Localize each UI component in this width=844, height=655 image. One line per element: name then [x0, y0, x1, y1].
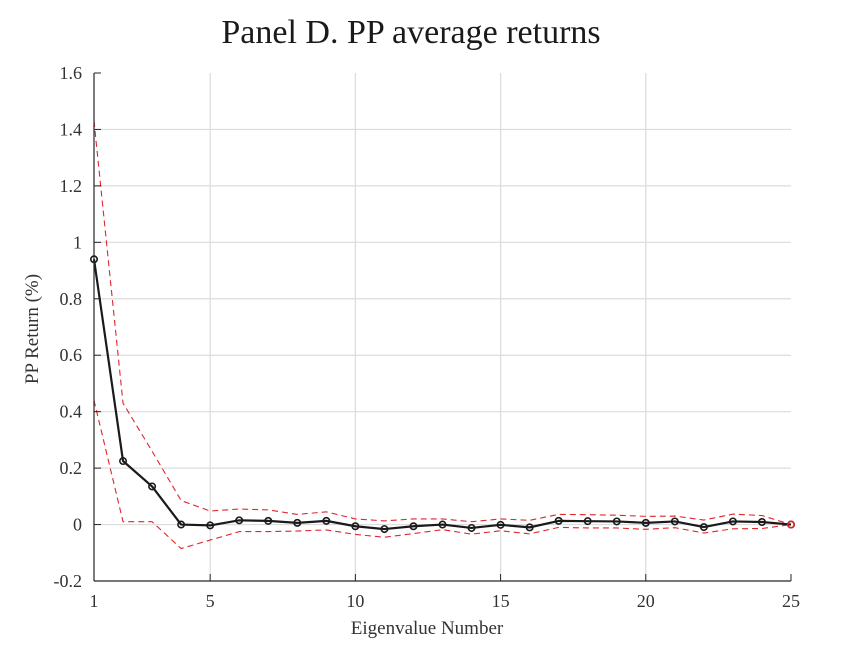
data-point-19 — [612, 517, 621, 526]
x-tick-label-10: 10 — [346, 591, 364, 611]
data-point-23 — [728, 517, 737, 526]
data-point-9 — [322, 516, 331, 525]
x-tick-label-20: 20 — [637, 591, 655, 611]
y-tick-label--0.2: -0.2 — [54, 571, 83, 591]
grid-lines — [94, 73, 791, 581]
y-tick-label-0.6: 0.6 — [60, 345, 83, 365]
y-tick-label-0.4: 0.4 — [60, 402, 83, 422]
y-tick-label-1: 1 — [73, 232, 82, 252]
mean-line — [92, 259, 792, 531]
y-tick-label-1.6: 1.6 — [60, 63, 83, 83]
y-tick-label-0.8: 0.8 — [60, 289, 83, 309]
lower-band-line — [93, 400, 792, 550]
y-tick-label-0: 0 — [73, 515, 82, 535]
y-axis-label: PP Return (%) — [22, 274, 43, 384]
x-tick-label-25: 25 — [782, 591, 800, 611]
data-point-22 — [699, 523, 708, 532]
upper-band-line — [93, 120, 792, 526]
data-point-16 — [525, 523, 534, 532]
y-tick-label-1.4: 1.4 — [60, 119, 83, 139]
data-point-5 — [206, 521, 215, 530]
data-point-15 — [496, 520, 505, 529]
axes — [93, 72, 792, 582]
x-tick-label-1: 1 — [90, 591, 99, 611]
data-point-17 — [554, 516, 563, 525]
data-point-4 — [177, 520, 186, 529]
data-point-21 — [670, 517, 679, 526]
data-point-20 — [641, 518, 650, 527]
x-tick-label-15: 15 — [492, 591, 510, 611]
x-tick-label-5: 5 — [206, 591, 215, 611]
data-point-13 — [438, 520, 447, 529]
data-point-10 — [351, 522, 360, 531]
confidence-bands — [93, 120, 792, 550]
end-point-marker — [786, 520, 795, 529]
data-point-7 — [264, 516, 273, 525]
data-point-3 — [148, 482, 157, 491]
data-point-2 — [119, 457, 128, 466]
x-axis-label: Eigenvalue Number — [351, 618, 504, 639]
y-tick-label-0.2: 0.2 — [60, 458, 83, 478]
data-point-8 — [293, 518, 302, 527]
data-point-18 — [583, 517, 592, 526]
mean-series — [90, 255, 795, 534]
data-point-6 — [235, 516, 244, 525]
data-point-11 — [380, 525, 389, 534]
data-point-14 — [467, 523, 476, 532]
tick-labels: 1 5 10 15 20 25-0.200.20.40.60.811.21.41.6 — [54, 63, 801, 611]
data-point-24 — [757, 518, 766, 527]
data-point-12 — [409, 522, 418, 531]
chart-title: Panel D. PP average returns — [221, 14, 600, 51]
y-tick-label-1.2: 1.2 — [60, 176, 83, 196]
